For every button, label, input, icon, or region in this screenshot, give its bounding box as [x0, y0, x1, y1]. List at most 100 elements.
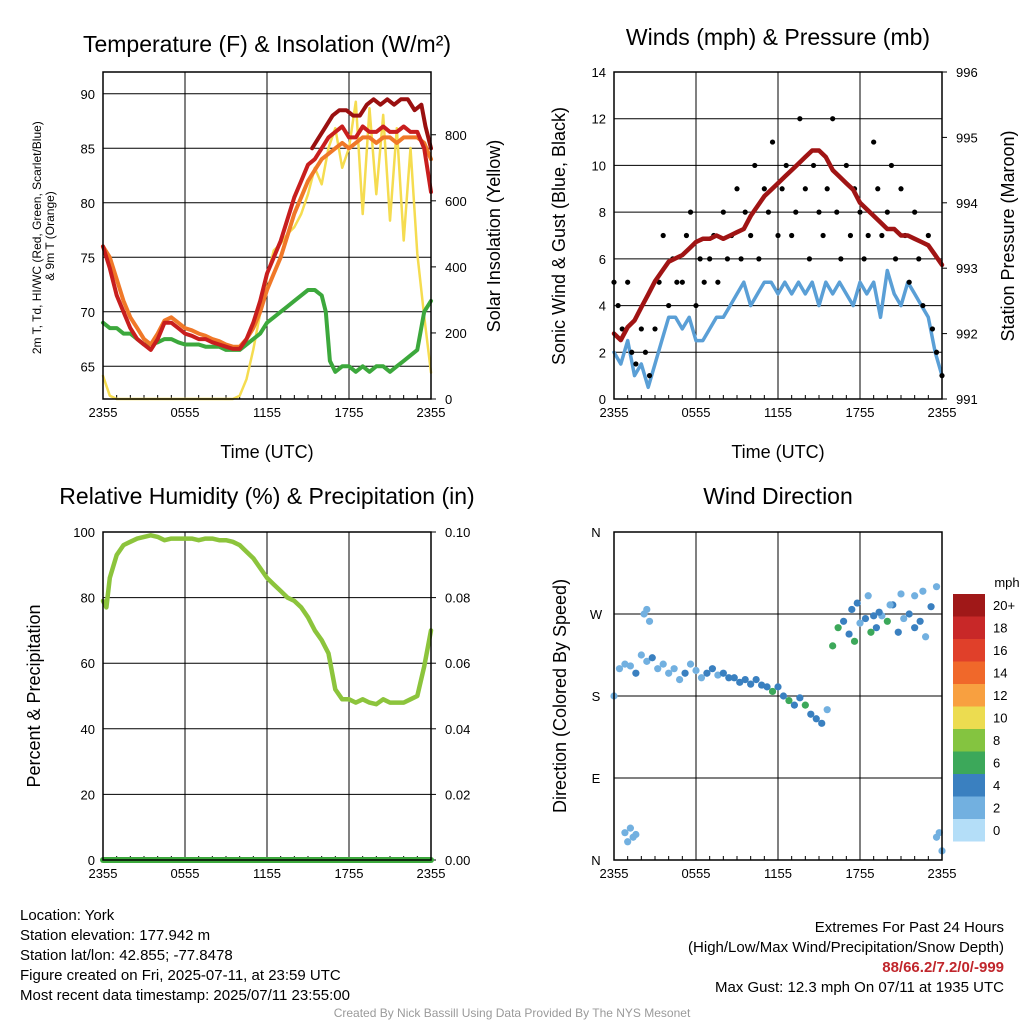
wind-direction-point [785, 696, 793, 705]
gust-point [912, 209, 918, 215]
y2-tick-label: 0.02 [445, 787, 470, 802]
gust-point [660, 232, 666, 239]
x-tick-label: 1755 [335, 405, 364, 420]
wind-direction-series [610, 583, 946, 855]
y-tick-label: 4 [599, 299, 606, 314]
gust-point [742, 209, 748, 215]
wind-direction-point [730, 674, 738, 682]
y2-tick-label: 800 [445, 128, 467, 143]
wind-direction-point [867, 628, 875, 636]
wind-direction-point [681, 669, 689, 677]
wind-direction-point [643, 657, 651, 665]
x-tick-label: 0555 [171, 405, 200, 420]
direction-tick-label: N [591, 853, 600, 868]
wind-direction-point [932, 583, 941, 591]
temperature-frame [102, 71, 432, 400]
gust-point [810, 162, 817, 169]
wind-direction-point [626, 662, 635, 670]
direction-tick-label: S [592, 689, 601, 704]
colorbar-swatch [953, 819, 985, 842]
wind-direction-point [774, 683, 782, 691]
wind-direction-point [632, 830, 640, 839]
gust-point [816, 209, 822, 215]
wind-direction-point [747, 680, 755, 688]
temperature-panel: Temperature (F) & Insolation (W/m²) 2355… [30, 31, 504, 462]
wind-direction-point [645, 617, 654, 625]
wind-direction-point [922, 633, 930, 641]
wind-direction-point [848, 605, 856, 614]
y-tick-label: 14 [592, 65, 606, 80]
winds-title: Winds (mph) & Pressure (mb) [626, 24, 930, 50]
colorbar-label: 2 [993, 801, 1000, 816]
wind-direction-point [897, 590, 905, 598]
gust-point [871, 139, 877, 145]
gust-point [834, 209, 840, 215]
winds-y2label: Station Pressure (Maroon) [998, 130, 1018, 341]
gust-point [898, 186, 904, 192]
gust-point [748, 232, 754, 239]
wind-direction-point [905, 610, 913, 618]
y-tick-label: 40 [81, 722, 95, 737]
wind-direction-point [840, 617, 848, 625]
wind-direction-point [758, 681, 766, 689]
gust-point [797, 116, 803, 122]
gust-point [707, 256, 713, 262]
extremes-title: Extremes For Past 24 Hours [814, 919, 1004, 936]
gust-point [830, 116, 836, 122]
winds-series [611, 116, 945, 390]
gust-point [892, 256, 899, 262]
wind-direction-point [648, 654, 656, 662]
wind-direction-point [686, 660, 695, 668]
gust-point [687, 209, 694, 215]
wind-direction-ylabel: Direction (Colored By Speed) [550, 579, 570, 813]
gust-point [752, 162, 758, 169]
y2-tick-label: 400 [445, 260, 467, 275]
max-gust: Max Gust: 12.3 mph On 07/11 at 1935 UTC [714, 979, 1004, 996]
wind-direction-frame [613, 531, 943, 861]
gust-point [820, 232, 826, 239]
gust-point [857, 209, 863, 215]
gust-point [734, 186, 740, 192]
gust-point [793, 209, 799, 215]
station-elevation: Station elevation: 177.942 m [20, 927, 211, 944]
y2-tick-label: 200 [445, 326, 467, 341]
x-tick-label: 2355 [600, 866, 629, 881]
wind-direction-point [911, 624, 919, 632]
wind-direction-point [708, 665, 717, 673]
wind-direction-point [870, 612, 878, 620]
y-tick-label: 0 [88, 853, 95, 868]
wind-direction-point [850, 637, 859, 645]
x-tick-label: 2355 [89, 866, 118, 881]
y-tick-label: 10 [592, 158, 606, 173]
humidity-title: Relative Humidity (%) & Precipitation (i… [59, 483, 474, 509]
y2-tick-label: 994 [956, 196, 978, 211]
wind-direction-point [637, 651, 645, 659]
direction-tick-label: W [590, 607, 603, 622]
x-tick-label: 1155 [253, 405, 281, 420]
gust-point [642, 349, 649, 355]
wind-direction-point [763, 683, 771, 691]
wind-direction-point [818, 719, 826, 727]
wind-direction-panel: Wind Direction 2355 0555 1155 1755 2355NESWN… [550, 483, 1020, 881]
direction-tick-label: E [592, 771, 601, 786]
wind-direction-point [812, 715, 820, 723]
wind-direction-point [911, 592, 919, 600]
gust-point [879, 232, 885, 239]
gust-point [720, 209, 726, 215]
colorbar-swatch [953, 751, 985, 774]
y2-tick-label: 991 [956, 392, 978, 407]
gust-point [674, 279, 680, 285]
colorbar-swatch [953, 729, 985, 752]
y-tick-label: 90 [81, 87, 95, 102]
gust-point [629, 349, 635, 355]
y2-tick-label: 0.06 [445, 656, 470, 671]
colorbar-label: 14 [993, 666, 1007, 681]
winds-frame [613, 71, 943, 400]
station-info: Location: York Station elevation: 177.94… [20, 906, 350, 1006]
colorbar-label: 12 [993, 688, 1007, 703]
nine-meter-temp-line [101, 135, 433, 349]
y2-tick-label: 0.10 [445, 525, 470, 540]
y2-tick-label: 993 [956, 261, 978, 276]
gust-point [865, 232, 871, 239]
x-tick-label: 2355 [417, 866, 446, 881]
